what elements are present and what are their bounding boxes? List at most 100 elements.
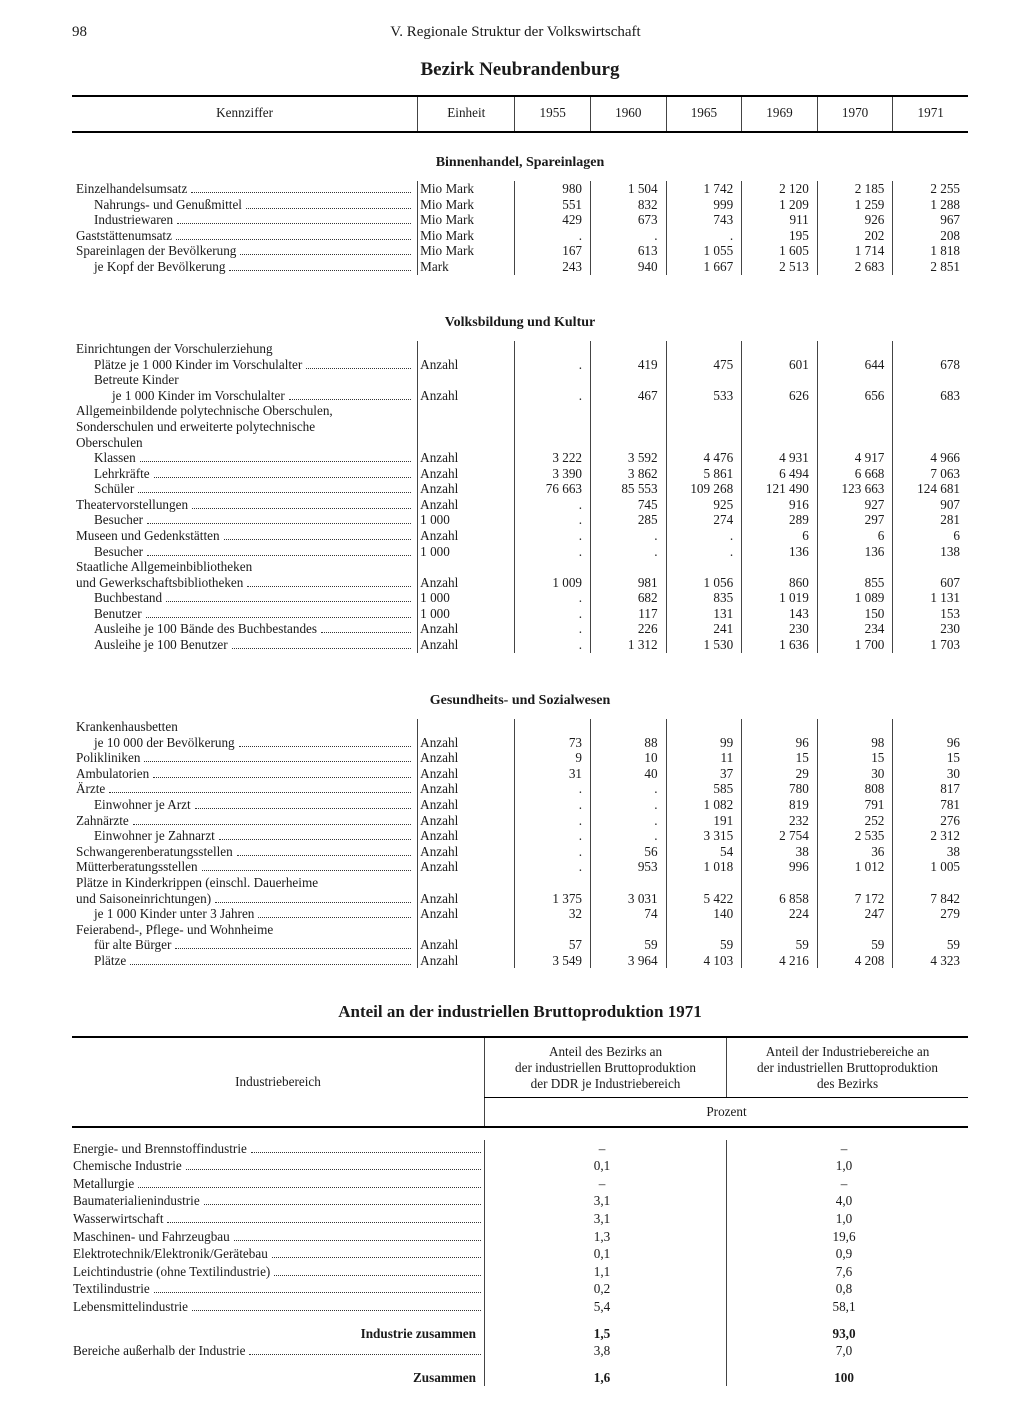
cell-value: 1 009 [515,575,591,591]
cell-value: 150 [817,606,893,622]
share-row-label: Maschinen- und Fahrzeugbau [73,1229,230,1245]
cell-value: . [591,781,667,797]
cell-value: . [591,828,667,844]
table-row: Ausleihe je 100 BenutzerAnzahl.1 3121 53… [72,637,968,653]
cell-value: 981 [591,575,667,591]
share-val-b: 1,0 [727,1210,968,1228]
table-row: je Kopf der BevölkerungMark2439401 6672 … [72,259,968,275]
table-row: für alte BürgerAnzahl575959595959 [72,937,968,953]
cell-value: 279 [893,906,968,922]
cell-value: 143 [742,606,818,622]
share-val-a: – [485,1175,727,1193]
cell-value [742,875,818,891]
cell-value: 683 [893,388,968,404]
share-val-a: 0,1 [485,1245,727,1263]
share-total-b: 93,0 [727,1316,968,1343]
table-row: PoliklinikenAnzahl91011151515 [72,750,968,766]
row-label: Theatervorstellungen [76,497,188,513]
share-row: Leichtindustrie (ohne Textilindustrie)1,… [72,1263,968,1281]
share-val-b: 0,9 [727,1245,968,1263]
row-label: Plätze je 1 000 Kinder im Vorschulalter [76,357,302,373]
row-label: und Gewerkschaftsbibliotheken [76,575,243,591]
table-row: Staatliche Allgemeinbibliotheken [72,559,968,575]
share-val-b: – [727,1175,968,1193]
cell-value: 230 [742,621,818,637]
cell-value [591,372,667,388]
row-unit [418,372,515,388]
cell-value: 29 [742,766,818,782]
cell-value: 5 422 [666,891,742,907]
cell-value [515,922,591,938]
col-1971: 1971 [893,96,968,132]
share-row: Energie- und Brennstoffindustrie–– [72,1140,968,1158]
cell-value [742,419,818,435]
share-row-label: Energie- und Brennstoffindustrie [73,1141,247,1157]
cell-value [666,419,742,435]
cell-value: 1 055 [666,243,742,259]
row-unit: Anzahl [418,528,515,544]
cell-value: 56 [591,844,667,860]
cell-value: 835 [666,590,742,606]
share-row: Wasserwirtschaft3,11,0 [72,1210,968,1228]
cell-value: 9 [515,750,591,766]
cell-value [893,559,968,575]
row-unit [418,559,515,575]
cell-value: 191 [666,813,742,829]
cell-value: 31 [515,766,591,782]
row-unit: Anzahl [418,637,515,653]
share-val-a: 1,1 [485,1263,727,1281]
cell-value [742,341,818,357]
cell-value: . [515,637,591,653]
row-unit: Anzahl [418,953,515,969]
running-head: 98 V. Regionale Struktur der Volkswirtsc… [72,24,968,41]
cell-value: 76 663 [515,481,591,497]
cell-value: 3 549 [515,953,591,969]
row-label: Lehrkräfte [76,466,150,482]
table-row: PlätzeAnzahl3 5493 9644 1034 2164 2084 3… [72,953,968,969]
cell-value: 40 [591,766,667,782]
table-row: je 1 000 Kinder im VorschulalterAnzahl.4… [72,388,968,404]
col-kennziffer: Kennziffer [72,96,418,132]
cell-value [666,435,742,451]
section-caption: Gesundheits- und Sozialwesen [72,671,968,720]
cell-value: 4 966 [893,450,968,466]
cell-value [893,875,968,891]
cell-value: . [515,544,591,560]
cell-value: 202 [817,228,893,244]
cell-value: 1 703 [893,637,968,653]
cell-value: 533 [666,388,742,404]
share-row-label: Chemische Industrie [73,1158,182,1174]
row-unit: Anzahl [418,357,515,373]
cell-value [817,875,893,891]
table-row: Betreute Kinder [72,372,968,388]
table-row: Museen und GedenkstättenAnzahl...666 [72,528,968,544]
share-total-label: Zusammen [72,1360,485,1387]
cell-value [742,719,818,735]
row-unit: Anzahl [418,797,515,813]
table-row: Sonderschulen und erweiterte polytechnis… [72,419,968,435]
row-label: Ausleihe je 100 Bände des Buchbestandes [76,621,317,637]
cell-value: . [591,813,667,829]
row-label: Besucher [76,512,143,528]
row-label: Ausleihe je 100 Benutzer [76,637,228,653]
cell-value [591,341,667,357]
share-val-a: 0,2 [485,1280,727,1298]
cell-value: 1 082 [666,797,742,813]
cell-value: . [515,388,591,404]
stats-table: Kennziffer Einheit 1955 1960 1965 1969 1… [72,95,968,968]
cell-value [515,372,591,388]
cell-value: 15 [742,750,818,766]
share-val-b: 4,0 [727,1192,968,1210]
row-label: Plätze in Kinderkrippen (einschl. Dauerh… [76,875,318,891]
row-label: Museen und Gedenkstätten [76,528,220,544]
cell-value: 5 861 [666,466,742,482]
row-unit: 1 000 [418,590,515,606]
table-row: Besucher1 000...136136138 [72,544,968,560]
cell-value: 3 031 [591,891,667,907]
table-row: Einrichtungen der Vorschulerziehung [72,341,968,357]
share-row-label: Elektrotechnik/Elektronik/Gerätebau [73,1246,268,1262]
cell-value: 274 [666,512,742,528]
table-row: GaststättenumsatzMio Mark...195202208 [72,228,968,244]
cell-value: . [515,859,591,875]
cell-value: 2 683 [817,259,893,275]
